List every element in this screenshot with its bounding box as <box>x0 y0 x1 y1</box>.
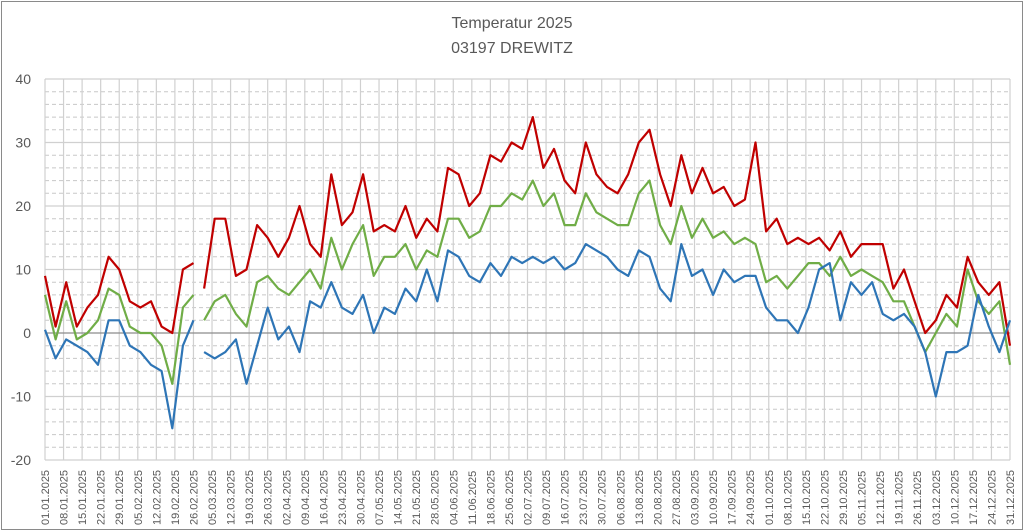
y-tick-label: -20 <box>11 452 31 468</box>
series-line-0 <box>43 116 1012 346</box>
x-tick-label: 22.01.2025 <box>96 470 108 525</box>
y-tick-label: -10 <box>11 389 31 405</box>
x-tick-label: 10.09.2025 <box>708 470 720 525</box>
x-tick-label: 26.03.2025 <box>263 470 275 525</box>
x-tick-label: 23.07.2025 <box>578 470 590 525</box>
y-tick-label: 10 <box>15 262 31 278</box>
x-tick-label: 15.01.2025 <box>77 470 89 525</box>
x-tick-label: 12.03.2025 <box>226 470 238 525</box>
x-tick-label: 02.07.2025 <box>523 470 535 525</box>
x-tick-label: 26.02.2025 <box>188 470 200 525</box>
x-tick-label: 23.04.2025 <box>337 470 349 525</box>
x-tick-label: 20.08.2025 <box>652 470 664 525</box>
x-tick-label: 18.06.2025 <box>485 470 497 525</box>
x-tick-label: 14.05.2025 <box>393 470 405 525</box>
x-tick-label: 16.04.2025 <box>318 470 330 525</box>
x-tick-label: 15.10.2025 <box>801 470 813 525</box>
chart-title: Temperatur 2025 <box>452 15 573 32</box>
x-tick-label: 19.11.2025 <box>894 471 906 525</box>
x-tick-label: 05.11.2025 <box>857 471 869 525</box>
x-tick-label: 17.09.2025 <box>727 470 739 525</box>
x-tick-label: 11.06.2025 <box>467 471 479 525</box>
x-tick-label: 29.01.2025 <box>114 470 126 525</box>
x-tick-label: 29.10.2025 <box>838 470 850 525</box>
x-tick-label: 09.04.2025 <box>300 470 312 525</box>
x-tick-label: 27.08.2025 <box>671 470 683 525</box>
x-tick-label: 01.01.2025 <box>40 470 52 525</box>
x-tick-label: 05.03.2025 <box>207 470 219 525</box>
y-tick-label: 0 <box>23 325 31 341</box>
x-tick-label: 31.12.2025 <box>1005 470 1017 525</box>
x-tick-label: 05.02.2025 <box>133 470 145 525</box>
x-tick-label: 12.11.2025 <box>875 471 887 525</box>
x-tick-label: 04.06.2025 <box>448 470 460 525</box>
x-tick-label: 12.02.2025 <box>151 470 163 525</box>
x-tick-label: 19.03.2025 <box>244 470 256 525</box>
x-tick-label: 24.09.2025 <box>745 470 757 525</box>
x-tick-label: 22.10.2025 <box>819 470 831 525</box>
y-tick-label: 20 <box>15 198 31 214</box>
y-tick-label: 40 <box>15 71 31 87</box>
x-tick-label: 09.07.2025 <box>541 470 553 525</box>
x-tick-label: 03.09.2025 <box>690 470 702 525</box>
series-line-1 <box>43 179 1012 385</box>
x-tick-label: 01.10.2025 <box>764 470 776 525</box>
y-axis-ticks: 40 30 20 10 0 -10 -20 <box>11 71 31 468</box>
series-line-2 <box>43 243 1012 430</box>
x-tick-label: 16.07.2025 <box>560 470 572 525</box>
y-tick-label: 30 <box>15 135 31 151</box>
x-tick-label: 07.05.2025 <box>374 470 386 525</box>
x-tick-label: 30.07.2025 <box>597 470 609 525</box>
x-tick-label: 26.11.2025 <box>912 471 924 525</box>
x-axis-ticks: 01.01.2025 08.01.2025 15.01.2025 22.01.2025… <box>40 470 1017 525</box>
x-tick-label: 24.12.2025 <box>986 470 998 525</box>
x-tick-label: 21.05.2025 <box>411 470 423 525</box>
x-tick-label: 06.08.2025 <box>615 470 627 525</box>
x-tick-label: 10.12.2025 <box>949 470 961 525</box>
x-tick-label: 08.01.2025 <box>59 470 71 525</box>
x-tick-label: 13.08.2025 <box>634 470 646 525</box>
x-tick-label: 25.06.2025 <box>504 470 516 525</box>
x-tick-label: 30.04.2025 <box>355 470 367 525</box>
series-lines <box>43 116 1012 430</box>
chart-subtitle: 03197 DREWITZ <box>451 40 573 57</box>
x-tick-label: 19.02.2025 <box>170 470 182 525</box>
x-tick-label: 08.10.2025 <box>782 470 794 525</box>
x-tick-label: 28.05.2025 <box>430 470 442 525</box>
gridlines <box>44 78 1011 461</box>
x-tick-label: 02.04.2025 <box>281 470 293 525</box>
x-tick-label: 03.12.2025 <box>931 470 943 525</box>
x-tick-label: 17.12.2025 <box>968 470 980 525</box>
